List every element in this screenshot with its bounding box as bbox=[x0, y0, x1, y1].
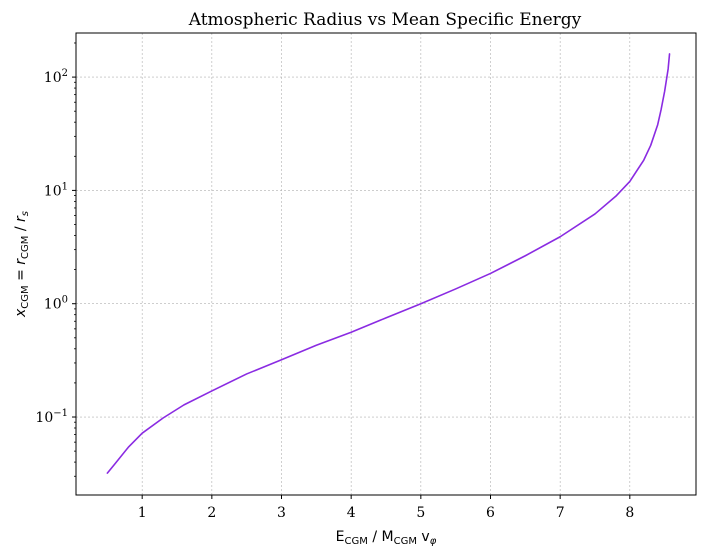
x-tick-label: 3 bbox=[277, 505, 286, 521]
x-tick-label: 4 bbox=[347, 505, 356, 521]
x-axis: 1 2 3 4 5 6 7 8 bbox=[138, 495, 634, 521]
x-tick-label: 1 bbox=[138, 505, 147, 521]
x-tick-label: 6 bbox=[486, 505, 495, 521]
grid bbox=[76, 33, 696, 495]
y-axis-label: xCGM = rCGM / rs bbox=[13, 211, 31, 318]
y-tick-label: 101 bbox=[44, 181, 68, 199]
x-tick-label: 5 bbox=[416, 505, 425, 521]
y-tick-label: 100 bbox=[44, 295, 68, 313]
chart-title: Atmospheric Radius vs Mean Specific Ener… bbox=[188, 10, 582, 30]
x-tick-label: 8 bbox=[625, 505, 634, 521]
x-tick-label: 2 bbox=[207, 505, 216, 521]
y-axis: 10−1 100 101 102 bbox=[35, 42, 76, 477]
y-tick-label: 102 bbox=[44, 68, 68, 86]
series-line bbox=[106, 53, 671, 474]
series-layer bbox=[106, 53, 671, 474]
y-tick-label: 10−1 bbox=[35, 408, 68, 426]
x-tick-label: 7 bbox=[556, 505, 565, 521]
plot-frame bbox=[75, 32, 697, 496]
x-axis-label: ECGM / MCGM vφ bbox=[336, 529, 437, 547]
